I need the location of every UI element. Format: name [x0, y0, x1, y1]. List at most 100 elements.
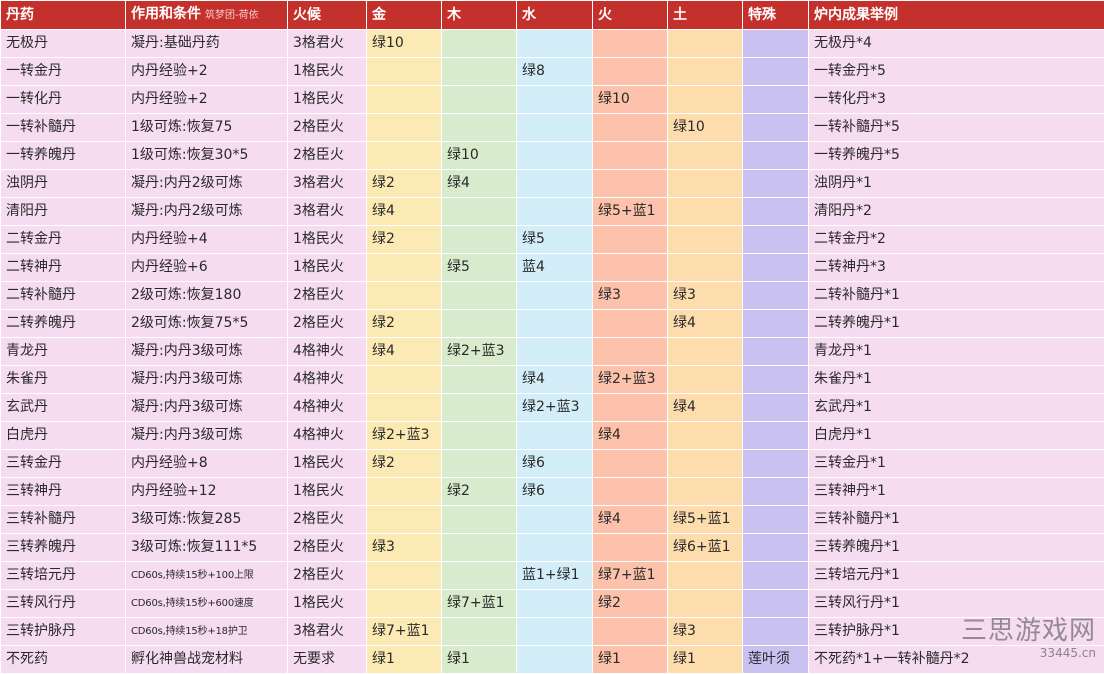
cell-gold: 绿4 [367, 338, 442, 366]
cell-gold: 绿3 [367, 534, 442, 562]
cell-name: 二转养魄丹 [1, 310, 126, 338]
cell-water [517, 618, 593, 646]
header-name: 丹药 [1, 1, 126, 30]
cell-result: 三转补髓丹*1 [809, 506, 1104, 534]
cell-fire: 4格神火 [288, 338, 367, 366]
header-water: 水 [517, 1, 593, 30]
cell-water: 蓝4 [517, 254, 593, 282]
cell-water [517, 170, 593, 198]
cell-special [743, 198, 809, 226]
cell-water: 绿6 [517, 478, 593, 506]
cell-special [743, 422, 809, 450]
cell-wood: 绿1 [442, 646, 517, 674]
cell-water [517, 506, 593, 534]
cell-huo [593, 394, 668, 422]
cell-wood [442, 58, 517, 86]
cell-effect: 1级可炼:恢复30*5 [126, 142, 288, 170]
cell-name: 三转护脉丹 [1, 618, 126, 646]
cell-wood [442, 534, 517, 562]
cell-special [743, 226, 809, 254]
cell-huo [593, 254, 668, 282]
header-wood: 木 [442, 1, 517, 30]
cell-huo: 绿4 [593, 506, 668, 534]
cell-wood [442, 422, 517, 450]
cell-wood [442, 394, 517, 422]
cell-gold [367, 394, 442, 422]
cell-wood: 绿5 [442, 254, 517, 282]
cell-gold [367, 282, 442, 310]
cell-name: 清阳丹 [1, 198, 126, 226]
cell-fire: 3格君火 [288, 170, 367, 198]
cell-name: 三转养魄丹 [1, 534, 126, 562]
cell-special: 莲叶须 [743, 646, 809, 674]
cell-name: 三转风行丹 [1, 590, 126, 618]
cell-effect: CD60s,持续15秒+18护卫 [126, 618, 288, 646]
cell-result: 三转养魄丹*1 [809, 534, 1104, 562]
cell-fire: 2格臣火 [288, 310, 367, 338]
cell-result: 二转补髓丹*1 [809, 282, 1104, 310]
cell-result: 一转化丹*3 [809, 86, 1104, 114]
cell-water [517, 422, 593, 450]
cell-effect: 2级可炼:恢复75*5 [126, 310, 288, 338]
cell-name: 二转神丹 [1, 254, 126, 282]
cell-gold: 绿4 [367, 198, 442, 226]
cell-special [743, 394, 809, 422]
cell-huo [593, 170, 668, 198]
header-huo: 火 [593, 1, 668, 30]
cell-name: 朱雀丹 [1, 366, 126, 394]
cell-water [517, 282, 593, 310]
cell-wood: 绿10 [442, 142, 517, 170]
cell-earth: 绿3 [668, 618, 743, 646]
cell-wood [442, 618, 517, 646]
cell-wood [442, 114, 517, 142]
cell-fire: 2格臣火 [288, 534, 367, 562]
cell-fire: 2格臣火 [288, 142, 367, 170]
cell-effect: 内丹经验+6 [126, 254, 288, 282]
cell-gold: 绿2+蓝3 [367, 422, 442, 450]
cell-fire: 1格民火 [288, 254, 367, 282]
cell-special [743, 534, 809, 562]
cell-fire: 无要求 [288, 646, 367, 674]
header-earth: 土 [668, 1, 743, 30]
cell-special [743, 282, 809, 310]
cell-earth: 绿10 [668, 114, 743, 142]
cell-result: 二转金丹*2 [809, 226, 1104, 254]
cell-gold [367, 86, 442, 114]
cell-huo [593, 142, 668, 170]
cell-fire: 3格君火 [288, 198, 367, 226]
cell-earth: 绿1 [668, 646, 743, 674]
cell-effect: CD60s,持续15秒+100上限 [126, 562, 288, 590]
cell-water: 蓝1+绿1 [517, 562, 593, 590]
cell-water: 绿2+蓝3 [517, 394, 593, 422]
cell-effect: 2级可炼:恢复180 [126, 282, 288, 310]
cell-effect: 3级可炼:恢复285 [126, 506, 288, 534]
cell-wood [442, 226, 517, 254]
cell-earth [668, 254, 743, 282]
cell-earth: 绿3 [668, 282, 743, 310]
cell-effect: 凝丹:内丹3级可炼 [126, 394, 288, 422]
cell-huo [593, 226, 668, 254]
cell-water [517, 534, 593, 562]
cell-gold: 绿7+蓝1 [367, 618, 442, 646]
cell-special [743, 142, 809, 170]
cell-huo: 绿2+蓝3 [593, 366, 668, 394]
cell-huo [593, 310, 668, 338]
cell-huo: 绿3 [593, 282, 668, 310]
cell-effect: 凝丹:内丹3级可炼 [126, 366, 288, 394]
cell-name: 一转化丹 [1, 86, 126, 114]
cell-effect: 3级可炼:恢复111*5 [126, 534, 288, 562]
cell-special [743, 478, 809, 506]
cell-gold: 绿2 [367, 310, 442, 338]
cell-effect: 凝丹:内丹2级可炼 [126, 198, 288, 226]
cell-fire: 1格民火 [288, 58, 367, 86]
cell-wood [442, 86, 517, 114]
